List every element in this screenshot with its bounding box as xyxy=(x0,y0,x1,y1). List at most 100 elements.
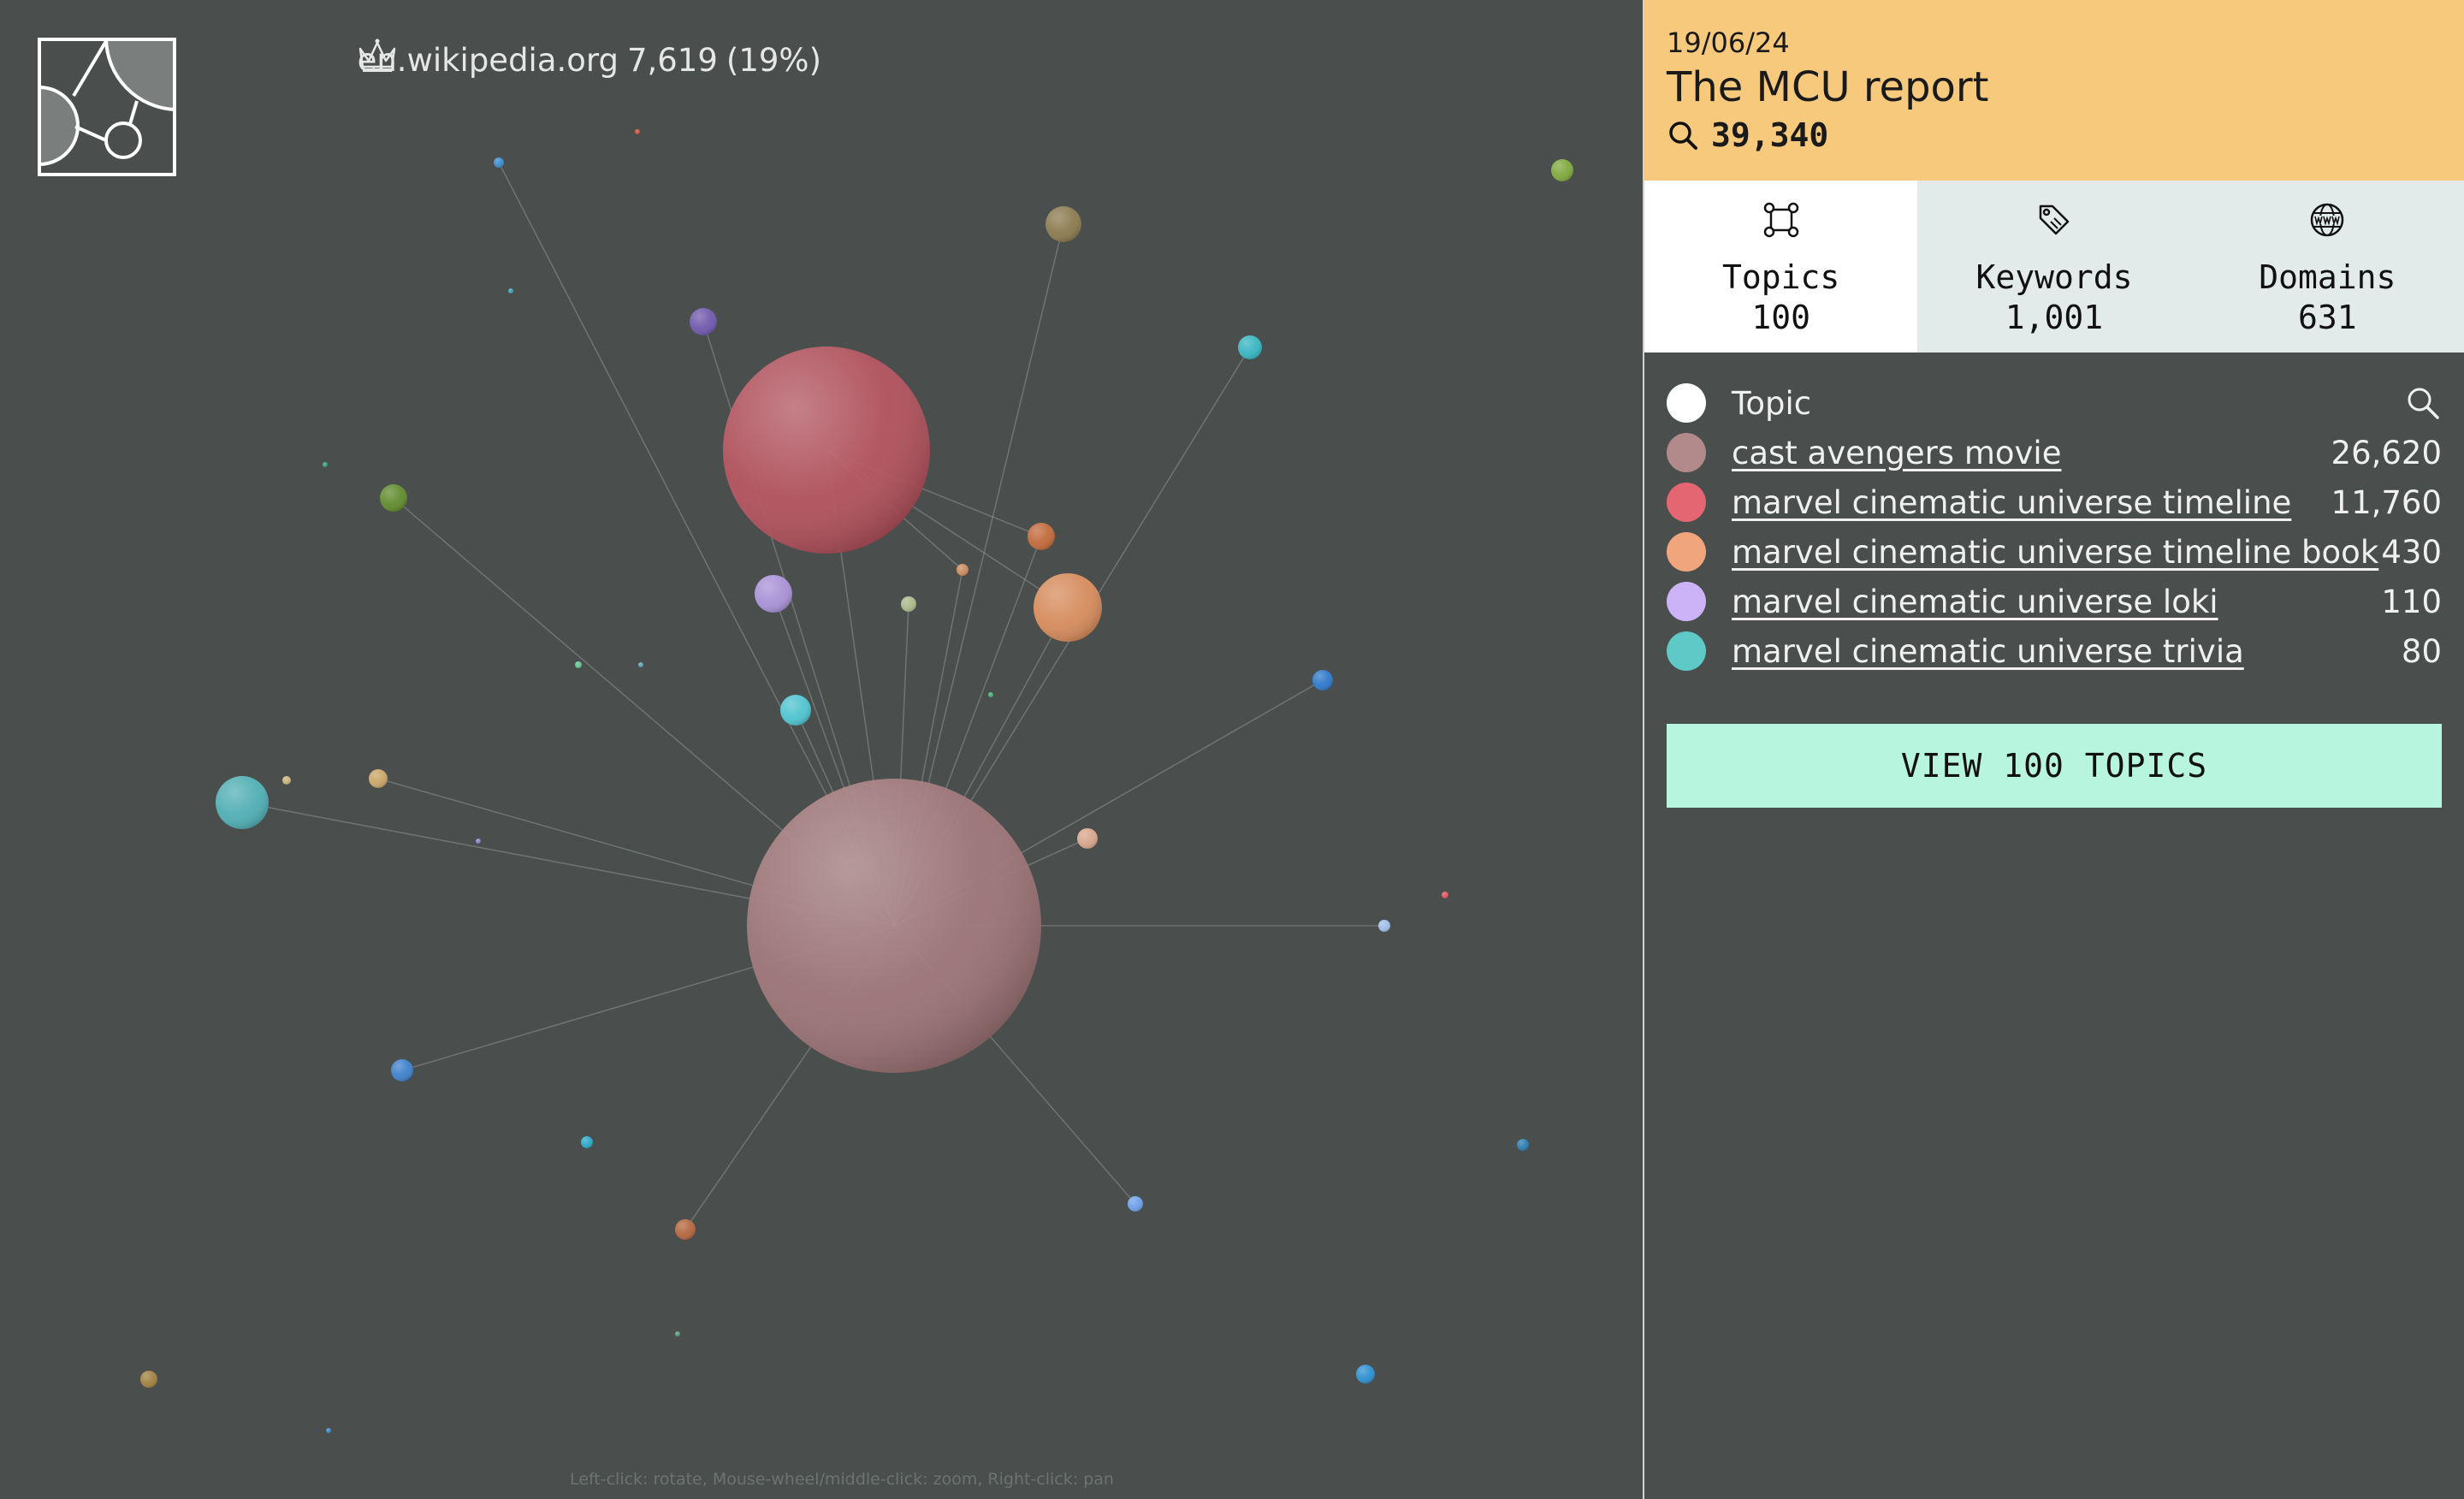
topic-node[interactable] xyxy=(1378,920,1390,932)
topic-node[interactable] xyxy=(747,779,1041,1073)
legend-header-dot xyxy=(1667,383,1706,423)
topic-graph[interactable] xyxy=(0,0,1643,1499)
topic-node[interactable] xyxy=(326,1428,331,1433)
topic-node[interactable] xyxy=(635,129,640,134)
topic-graph-canvas[interactable]: en.wikipedia.org 7,619 (19%) Left-click: r… xyxy=(0,0,1643,1499)
legend-dot xyxy=(1667,483,1706,522)
topic-node[interactable] xyxy=(494,157,504,168)
topic-node[interactable] xyxy=(216,776,269,829)
topic-node[interactable] xyxy=(1077,828,1098,849)
topic-node-shading xyxy=(476,838,481,844)
topic-node[interactable] xyxy=(675,1331,680,1336)
legend-row[interactable]: marvel cinematic universe trivia 80 xyxy=(1667,626,2442,676)
top-domain-count: 7,619 xyxy=(626,41,718,79)
topic-node-shading xyxy=(575,661,582,668)
topic-node[interactable] xyxy=(323,462,328,467)
topic-node[interactable] xyxy=(1517,1139,1529,1151)
tab-topics-value: 100 xyxy=(1751,299,1810,336)
topic-node-shading xyxy=(690,308,717,335)
legend-topic-value: 11,760 xyxy=(2331,483,2442,521)
topic-node-shading xyxy=(508,288,513,293)
tab-keywords[interactable]: Keywords 1,001 xyxy=(1917,181,2191,353)
topic-node[interactable] xyxy=(690,308,717,335)
topic-node[interactable] xyxy=(1356,1365,1375,1383)
app-logo[interactable] xyxy=(38,38,176,176)
search-volume: 39,340 xyxy=(1667,116,2442,154)
topic-node[interactable] xyxy=(638,662,643,667)
topic-node[interactable] xyxy=(1128,1196,1143,1212)
topic-node-shading xyxy=(957,564,968,576)
topic-node[interactable] xyxy=(476,838,481,844)
topic-node-shading xyxy=(755,575,792,613)
top-domain-percent: (19%) xyxy=(726,41,821,79)
report-tabs: Topics 100 Keywords 1,001 Domains xyxy=(1644,181,2464,353)
topic-node[interactable] xyxy=(140,1371,157,1388)
topic-node[interactable] xyxy=(1045,206,1081,242)
topic-node-shading xyxy=(747,779,1041,1073)
report-header: 19/06/24 The MCU report 39,340 xyxy=(1644,0,2464,181)
legend-topic-link[interactable]: cast avengers movie xyxy=(1732,434,2062,471)
topic-node-shading xyxy=(1551,159,1573,181)
topic-node[interactable] xyxy=(901,596,916,612)
topic-node[interactable] xyxy=(1028,523,1055,550)
top-domain-name: en.wikipedia.org xyxy=(357,41,619,79)
view-topics-button[interactable]: VIEW 100 TOPICS xyxy=(1667,724,2442,808)
topic-node[interactable] xyxy=(1312,670,1333,690)
topic-node-shading xyxy=(1045,206,1081,242)
topic-node-shading xyxy=(369,769,388,788)
topic-node[interactable] xyxy=(369,769,388,788)
topics-network-icon xyxy=(1763,202,1798,238)
topic-node[interactable] xyxy=(988,692,993,697)
topic-node[interactable] xyxy=(780,695,811,726)
report-side-panel: 19/06/24 The MCU report 39,340 Topics 10… xyxy=(1643,0,2464,1499)
report-title: The MCU report xyxy=(1667,63,1989,111)
tab-keywords-value: 1,001 xyxy=(2005,299,2104,336)
topic-node[interactable] xyxy=(508,288,513,293)
topic-node-shading xyxy=(780,695,811,726)
topic-node-shading xyxy=(638,662,643,667)
legend-topic-link[interactable]: marvel cinematic universe trivia xyxy=(1732,632,2244,670)
legend-topic-link[interactable]: marvel cinematic universe timeline xyxy=(1732,483,2292,521)
topic-node[interactable] xyxy=(575,661,582,668)
topic-node-shading xyxy=(1378,920,1390,932)
search-topics-icon[interactable] xyxy=(2404,384,2442,422)
legend-row[interactable]: marvel cinematic universe timeline 11,76… xyxy=(1667,477,2442,527)
globe-www-icon xyxy=(2311,203,2344,237)
legend-dot xyxy=(1667,582,1706,621)
topic-node[interactable] xyxy=(723,347,930,554)
legend-row[interactable]: marvel cinematic universe loki 110 xyxy=(1667,577,2442,626)
legend-header: Topic xyxy=(1667,378,2442,428)
topic-node[interactable] xyxy=(755,575,792,613)
topic-node[interactable] xyxy=(1238,335,1262,359)
topic-node-shading xyxy=(323,462,328,467)
legend-topic-link[interactable]: marvel cinematic universe loki xyxy=(1732,583,2218,620)
topic-node-shading xyxy=(1028,523,1055,550)
topic-node[interactable] xyxy=(1442,892,1448,898)
topic-node[interactable] xyxy=(391,1059,413,1081)
topic-node-shading xyxy=(1442,892,1448,898)
legend-header-label: Topic xyxy=(1732,384,1812,422)
topic-node[interactable] xyxy=(957,564,968,576)
graph-edges xyxy=(241,162,1384,1230)
topic-node-shading xyxy=(216,776,269,829)
legend-row[interactable]: marvel cinematic universe timeline book … xyxy=(1667,527,2442,577)
topic-node-shading xyxy=(988,692,993,697)
topic-node[interactable] xyxy=(282,776,291,785)
tab-domains-value: 631 xyxy=(2298,299,2357,336)
graph-nodes xyxy=(140,129,1573,1433)
legend-row[interactable]: cast avengers movie 26,620 xyxy=(1667,428,2442,477)
topic-node[interactable] xyxy=(1034,573,1102,642)
legend-dot xyxy=(1667,631,1706,671)
topic-node[interactable] xyxy=(581,1136,593,1148)
topic-node-shading xyxy=(1128,1196,1143,1212)
legend-topic-value: 26,620 xyxy=(2331,434,2442,471)
topic-node-shading xyxy=(1077,828,1098,849)
tab-domains[interactable]: Domains 631 xyxy=(2190,181,2464,353)
topic-node[interactable] xyxy=(675,1219,696,1240)
topic-node-shading xyxy=(581,1136,593,1148)
topic-node[interactable] xyxy=(380,484,407,512)
tab-topics[interactable]: Topics 100 xyxy=(1644,181,1918,353)
topic-legend: Topic cast avengers movie 26,620 marvel … xyxy=(1644,353,2464,676)
legend-topic-link[interactable]: marvel cinematic universe timeline book xyxy=(1732,533,2379,571)
topic-node[interactable] xyxy=(1551,159,1573,181)
